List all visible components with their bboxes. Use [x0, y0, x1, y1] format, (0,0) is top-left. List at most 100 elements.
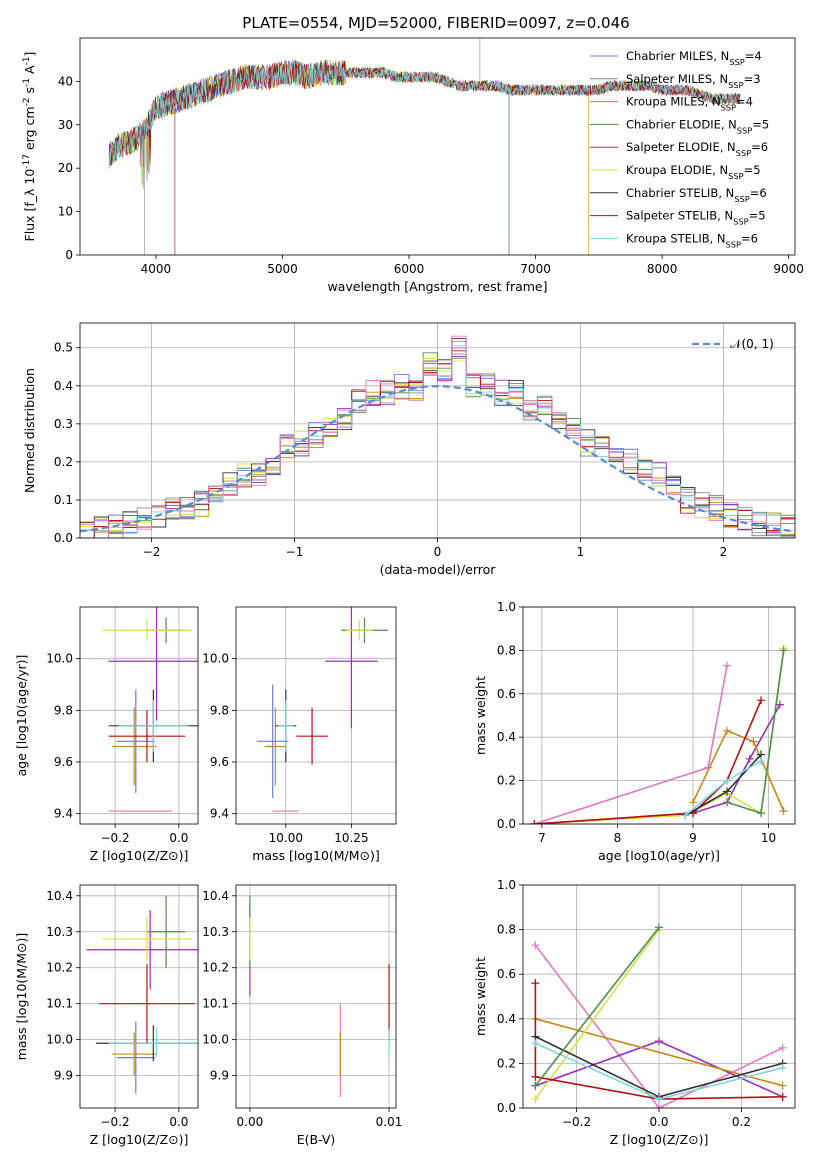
legend-label: Chabrier ELODIE, NSSP=5: [626, 117, 769, 135]
y-tick-label: 10.0: [202, 652, 229, 666]
weight-point: [757, 757, 765, 766]
weight-point: [723, 661, 731, 670]
panel-5: 7 8 9 10 0.0 0.2 0.4 0.6 0.8 1.0 age [log10(age/yr…: [473, 600, 796, 863]
x-tick-label: 0.01: [376, 1115, 403, 1129]
y-tick-label: 9.9: [54, 1069, 73, 1083]
y-tick-label: 30: [58, 118, 73, 132]
weight-line: [534, 699, 762, 824]
x-tick-label: 9: [689, 831, 697, 845]
x-tick-label: −0.2: [101, 1115, 130, 1129]
errorbar: [102, 619, 192, 641]
x-tick-label: 10: [761, 831, 776, 845]
y-tick-label: 40: [58, 74, 73, 88]
x-axis-label: mass [log10(M/M⊙)]: [252, 848, 380, 863]
y-tick-label: 10.2: [46, 961, 73, 975]
normal-curve: [80, 385, 795, 533]
errorbar: [111, 1032, 157, 1076]
weight-point: [778, 1092, 787, 1101]
y-tick-label: 20: [58, 161, 73, 175]
axes-frame: [79, 322, 796, 539]
legend-label: Salpeter STELIB, NSSP=5: [626, 209, 766, 227]
x-tick-label: 0.0: [649, 1115, 668, 1129]
y-tick-label: 0.2: [497, 774, 516, 788]
y-tick-label: 0.1: [54, 493, 73, 507]
weight-lines: [530, 644, 788, 824]
errorbar: [116, 1021, 155, 1094]
weight-point: [723, 798, 731, 807]
x-tick-label: 4000: [141, 262, 172, 276]
x-tick-label: 0.0: [169, 831, 188, 845]
x-axis-label: Z [log10(Z/Z⊙)]: [610, 1132, 709, 1147]
axes-frame: [522, 884, 796, 1109]
weight-point: [531, 1072, 540, 1081]
weight-point: [749, 737, 758, 746]
y-tick-label: 0.6: [497, 687, 516, 701]
weight-point: [775, 700, 784, 709]
weight-series: [531, 979, 787, 1104]
weight-line: [534, 665, 728, 824]
x-tick-label: 0.00: [237, 1115, 264, 1129]
x-tick-label: 10.00: [269, 831, 303, 845]
x-axis-label: E(B-V): [297, 1132, 336, 1147]
errorbar: [99, 964, 195, 1044]
weight-point: [779, 806, 788, 815]
x-tick-label: −0.2: [101, 831, 130, 845]
y-tick-label: 9.8: [54, 703, 73, 717]
y-axis-label: Normed distribution: [22, 368, 37, 493]
spectrum-series: [108, 60, 741, 186]
y-tick-label: 10.1: [46, 997, 73, 1011]
x-axis-label: Z [log10(Z/Z⊙)]: [90, 1132, 189, 1147]
legend-label: 𝒩(0, 1): [730, 337, 774, 351]
axes-frame: [79, 606, 199, 825]
panel-8: −0.2 0.0 0.2 0.0 0.2 0.4 0.6 0.8 1.0 Z [log10(Z/Z…: [473, 878, 796, 1147]
x-tick-label: 1: [577, 545, 585, 559]
y-axis-label: age [log10(age/yr)]: [14, 655, 29, 777]
y-tick-label: 9.6: [54, 755, 73, 769]
errorbar: [296, 707, 328, 765]
y-tick-label: 0.6: [497, 967, 516, 981]
axes-frame: [235, 884, 397, 1109]
weight-point: [655, 1104, 663, 1108]
y-axis-label: Flux [f_λ 10-17 erg cm-2 s-1 A-1]: [22, 52, 37, 242]
y-tick-label: 0.0: [497, 817, 516, 831]
weight-point: [723, 776, 731, 785]
errorbar: [108, 607, 198, 721]
weight-line: [534, 929, 660, 1100]
y-tick-label: 0.4: [54, 379, 73, 393]
weight-line: [534, 704, 781, 824]
y-axis-label: mass weight: [473, 957, 488, 1036]
weight-point: [655, 1037, 663, 1046]
weight-series: [530, 696, 765, 824]
weight-point: [757, 696, 765, 705]
weight-point: [689, 798, 697, 807]
y-tick-label: 10.3: [202, 925, 229, 939]
y-tick-label: 10.1: [202, 997, 229, 1011]
errorbar: [108, 710, 186, 762]
panel-4: 10.00 10.25 9.4 9.6 9.8 10.0 mass [log10(M/M⊙)…: [202, 606, 397, 863]
y-tick-label: 9.4: [210, 807, 229, 821]
panel-3: −0.2 0.0 9.4 9.6 9.8 10.0 Z [log10(Z/Z⊙)] age […: [14, 606, 199, 863]
x-axis-label: age [log10(age/yr)]: [598, 848, 720, 863]
legend-label: Kroupa MILES, NSSP=4: [626, 95, 753, 113]
y-tick-label: 10.0: [46, 652, 73, 666]
weight-series: [531, 1039, 787, 1104]
axes-frame: [235, 606, 397, 825]
histogram-series: [80, 345, 795, 538]
axes-frame: [522, 606, 796, 825]
errorbar: [256, 684, 289, 799]
figure-title: PLATE=0554, MJD=52000, FIBERID=0097, z=0…: [242, 14, 629, 32]
weight-series: [530, 644, 788, 824]
x-tick-label: 2: [720, 545, 728, 559]
y-tick-label: 0.4: [497, 730, 516, 744]
errorbar: [264, 707, 286, 786]
y-tick-label: 0.0: [54, 531, 73, 545]
weight-line: [692, 729, 785, 812]
y-tick-label: 1.0: [497, 600, 516, 614]
x-tick-label: 10.25: [334, 831, 368, 845]
weight-point: [779, 646, 788, 655]
y-tick-label: 1.0: [497, 878, 516, 892]
weight-line: [534, 944, 783, 1108]
y-tick-label: 0.0: [497, 1101, 516, 1115]
y-tick-label: 0.5: [54, 341, 73, 355]
errorbars: [256, 607, 389, 812]
